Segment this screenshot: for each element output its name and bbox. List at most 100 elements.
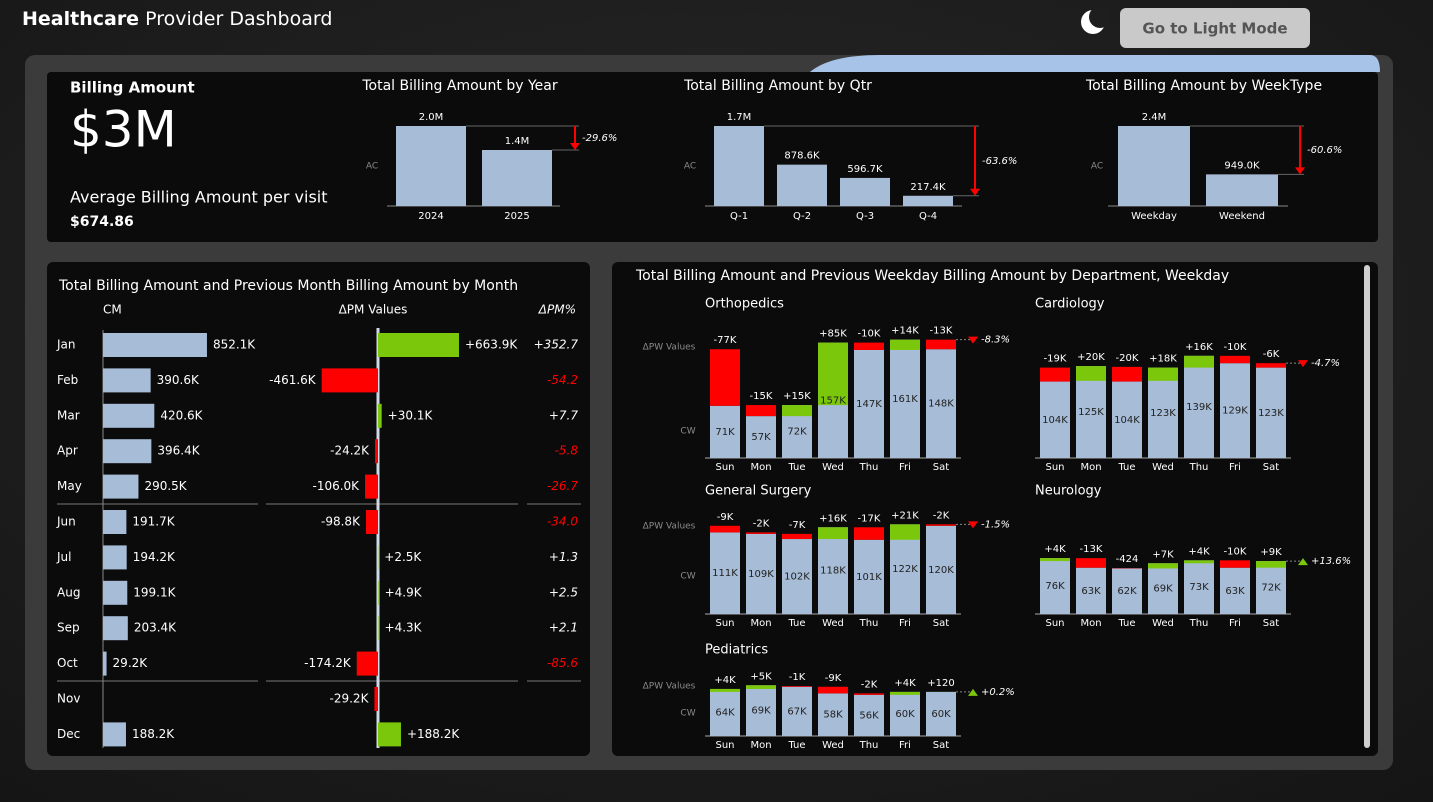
- moon-icon: [1081, 6, 1111, 34]
- chart-title: Total Billing Amount by WeekType: [1085, 78, 1322, 94]
- cw-bar: [710, 688, 740, 736]
- value-label: 69K: [751, 706, 771, 717]
- value-label: 148K: [928, 399, 954, 410]
- value-label: 217.4K: [910, 182, 946, 193]
- page-title: Healthcare Provider Dashboard: [22, 8, 332, 30]
- delta-bar: [890, 339, 920, 350]
- scrollbar[interactable]: [1364, 265, 1370, 748]
- delta-bar: [1076, 558, 1106, 568]
- row-label: Jan: [56, 338, 76, 352]
- delta-bar: [378, 580, 379, 605]
- delta-label: -2K: [753, 518, 770, 529]
- x-tick-label: Wed: [822, 618, 844, 629]
- title-rest: Provider Dashboard: [145, 8, 332, 30]
- value-label: 122K: [892, 564, 918, 575]
- value-label: 191.7K: [132, 515, 175, 529]
- cw-bar: [854, 694, 884, 736]
- delta-bar: [1184, 560, 1214, 564]
- value-label: 161K: [892, 394, 918, 405]
- value-label: 123K: [1150, 408, 1176, 419]
- delta-label: -13K: [1080, 544, 1103, 555]
- x-tick-label: Tue: [787, 740, 805, 751]
- x-tick-label: Wed: [1152, 618, 1174, 629]
- cm-bar: [103, 474, 139, 499]
- delta-label: -10K: [1224, 342, 1247, 353]
- value-label: 199.1K: [133, 585, 176, 599]
- cw-bar: [854, 539, 884, 614]
- value-label: 64K: [715, 707, 735, 718]
- value-label: 104K: [1114, 415, 1140, 426]
- delta-label: +16K: [1185, 342, 1213, 353]
- value-label: 62K: [1117, 586, 1137, 597]
- cm-bar: [103, 333, 207, 357]
- value-label: 188.2K: [132, 727, 175, 741]
- x-tick-label: Wed: [822, 740, 844, 751]
- cw-bar: [926, 691, 956, 736]
- delta-bar: [1256, 561, 1286, 568]
- delta-percent: -54.2: [547, 373, 578, 387]
- cw-bar: [746, 416, 776, 458]
- delta-bar: [926, 339, 956, 350]
- x-tick-label: Sat: [933, 740, 949, 751]
- delta-bar: [854, 527, 884, 540]
- y-axis-label: AC: [1091, 162, 1103, 172]
- delta-bar: [378, 403, 382, 428]
- delta-bar: [782, 405, 812, 417]
- delta-bar: [782, 686, 812, 687]
- delta-bar: [378, 722, 401, 747]
- column-header: CM: [103, 303, 122, 317]
- row-label: Oct: [57, 656, 78, 670]
- value-label: 1.4M: [505, 136, 530, 147]
- chart-title: Total Billing Amount by Qtr: [683, 78, 872, 94]
- delta-bar: [1184, 355, 1214, 368]
- bar: [482, 150, 552, 206]
- button-label[interactable]: Go to Light Mode: [1142, 20, 1287, 38]
- bar: [714, 126, 764, 206]
- variance-arrow: [968, 336, 978, 344]
- delta-percent: +352.7: [534, 338, 579, 352]
- cw-bar: [1076, 567, 1106, 614]
- x-tick-label: Fri: [899, 462, 911, 473]
- light-mode-button[interactable]: Go to Light Mode: [1120, 8, 1310, 48]
- variance-arrow: [1298, 558, 1308, 566]
- chart-title: Cardiology: [1035, 297, 1105, 312]
- delta-label: +120: [927, 678, 954, 689]
- bar: [1118, 126, 1190, 206]
- x-tick-label: Wed: [1152, 462, 1174, 473]
- value-label: 72K: [787, 427, 807, 438]
- delta-bar: [1112, 366, 1142, 382]
- x-tick-label: Sat: [933, 618, 949, 629]
- cw-bar: [1112, 381, 1142, 458]
- x-tick-label: Thu: [1189, 618, 1209, 629]
- value-label: 29.2K: [113, 656, 149, 670]
- row-label: Jun: [56, 515, 76, 529]
- value-label: 203.4K: [134, 621, 177, 635]
- y-axis-label: CW: [680, 709, 695, 719]
- value-label: 58K: [823, 710, 843, 721]
- delta-label: -424: [1116, 554, 1139, 565]
- x-tick-label: Thu: [859, 740, 879, 751]
- value-label: 120K: [928, 565, 954, 576]
- chart-title: Orthopedics: [705, 297, 784, 312]
- cw-bar: [1076, 366, 1106, 458]
- delta-bar: [375, 439, 378, 464]
- cm-bar: [103, 439, 152, 464]
- delta-bar: [374, 687, 378, 711]
- cw-bar: [1184, 355, 1214, 458]
- value-label: 76K: [1045, 581, 1065, 592]
- chart-title: Total Billing Amount by Year: [361, 78, 557, 94]
- bar: [1206, 174, 1278, 206]
- delta-bar: [710, 349, 740, 406]
- value-label: 102K: [784, 572, 810, 583]
- delta-bar: [854, 342, 884, 350]
- value-label: 290.5K: [144, 479, 187, 493]
- cw-bar: [1220, 363, 1250, 458]
- title-bold: Healthcare: [22, 8, 139, 30]
- delta-label: -6K: [1263, 349, 1280, 360]
- x-tick-label: Mon: [1080, 618, 1101, 629]
- x-tick-label: Thu: [859, 618, 879, 629]
- cw-bar: [746, 533, 776, 614]
- delta-label: +16K: [819, 513, 847, 524]
- x-tick-label: Mon: [750, 618, 771, 629]
- x-tick-label: Sat: [933, 462, 949, 473]
